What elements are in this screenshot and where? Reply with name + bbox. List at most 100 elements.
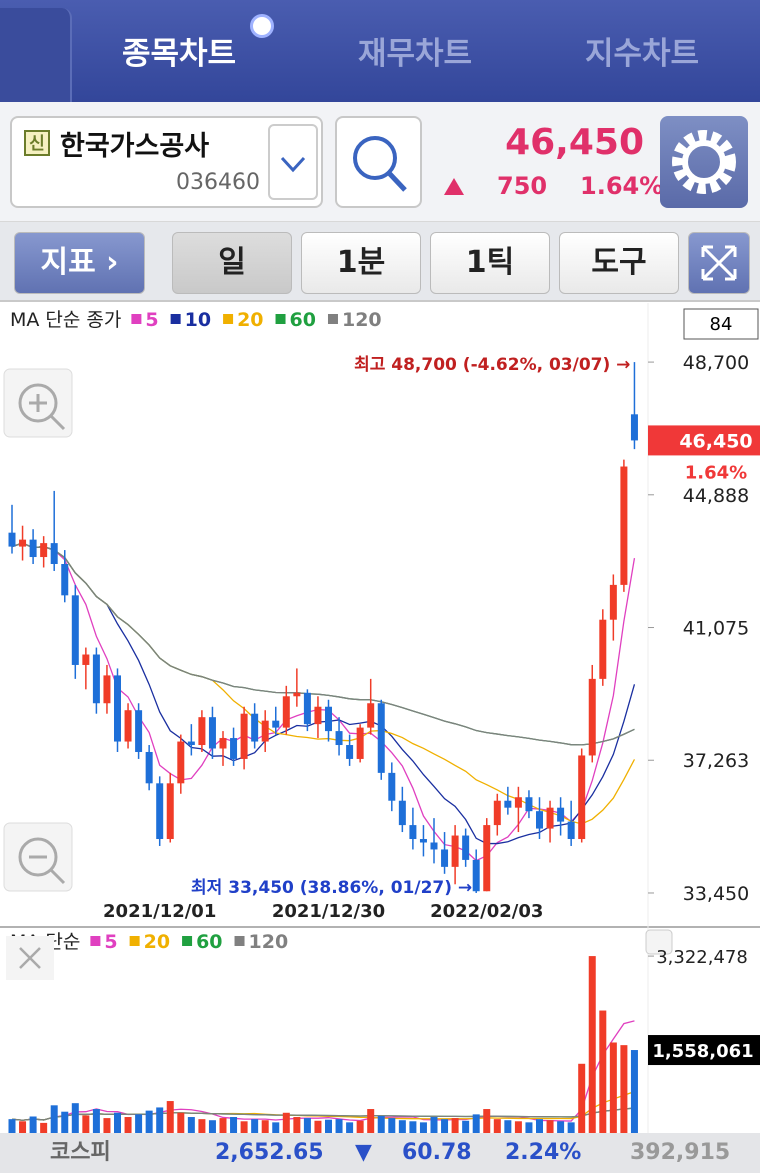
index-change-pct: 2.24% [505,1140,582,1165]
volume-bar [325,1119,332,1133]
scroll-button[interactable] [645,929,673,955]
candle-body [462,835,470,860]
legend-swatch [234,936,245,946]
candle-body [578,755,586,840]
volume-bar [293,1117,301,1133]
volume-bar [219,1118,227,1133]
candle-body [145,751,153,784]
period-button[interactable]: 일 [172,232,292,294]
candle-body [282,696,290,728]
volume-bar [272,1122,280,1133]
x-tick-label: 2021/12/30 [272,901,385,922]
volume-bar [240,1121,248,1133]
zoom-icon [18,837,58,877]
ma-line [11,542,636,845]
candle-body [525,797,533,812]
price: 46,450 [505,122,644,163]
candle-body [377,703,385,773]
legend-swatch [90,936,101,946]
indicator-button[interactable]: 지표 › [14,232,145,294]
stock-name: 한국가스공사 [60,131,210,162]
index-change: 60.78 [402,1140,472,1165]
volume-bar [335,1119,343,1133]
candle-body [61,564,69,596]
volume-bar [525,1122,533,1133]
legend-item: 10 [185,309,211,331]
y-tick-label: 41,075 [683,618,749,640]
candle-body [40,543,48,558]
volume-bar [377,1115,385,1133]
candle-body [261,720,269,742]
volume-bar [504,1120,512,1133]
tab[interactable]: 종목차트 [122,36,237,72]
candle-body [230,738,238,759]
candle-body [398,800,406,826]
y-tick-label: 33,450 [683,883,749,905]
index-name: 코스피 [50,1140,111,1165]
volume-bar [430,1117,438,1133]
tools-button[interactable]: 도구 [559,232,679,294]
legend-item: 5 [145,309,158,331]
volume-bar [346,1122,354,1133]
candle-body [303,692,311,725]
legend-item: 60 [290,309,316,331]
expand-icon [701,245,737,281]
volume-bar [230,1117,238,1133]
legend-swatch [131,314,142,324]
candle-body [409,825,417,840]
zoom-icon [29,855,66,885]
candle-body [219,738,227,749]
expand-button[interactable] [688,232,750,294]
dropdown[interactable] [268,124,318,200]
legend-item: 120 [342,309,382,331]
volume-bar [187,1117,195,1133]
y-tick-label: 44,888 [683,485,749,507]
candle-body [50,543,58,565]
candle-body [356,727,364,759]
volume-bar [50,1105,58,1133]
candle-body [187,741,195,746]
back-button[interactable] [0,8,72,102]
volume-bar [462,1120,470,1133]
volume-bar [578,1063,586,1133]
volume-bar [145,1110,153,1133]
y-tick-label: 37,263 [683,750,749,772]
search-button[interactable] [335,116,422,208]
candle-body [504,800,512,808]
legend-swatch [275,314,286,324]
settings-button[interactable] [660,116,748,208]
candle-body [208,717,216,749]
tab-bar: 종목차트 재무차트 지수차트 [0,0,760,102]
volume-bar [441,1119,449,1133]
tab[interactable]: 지수차트 [585,36,700,72]
candle-body [472,859,480,892]
candle-body [71,595,79,665]
volume-bar [135,1114,143,1133]
chevron [280,156,306,173]
badge-icon [250,14,274,38]
volume-bar [251,1119,259,1133]
volume-bar [261,1120,269,1133]
tick-button[interactable]: 1틱 [430,232,550,294]
volume-bar [314,1120,322,1133]
candle-body [103,675,111,704]
high-annotation: 최고 48,700 (-4.62%, 03/07) → [354,355,630,375]
candle-body [346,745,354,759]
legend-swatch [182,936,193,946]
volume-bar [8,1119,16,1133]
tab[interactable]: 재무차트 [358,36,473,72]
index-value: 2,652.65 [215,1140,324,1165]
candle-body [557,807,565,822]
index-volume: 392,915 [630,1140,731,1165]
volume-bar [630,1050,638,1133]
y-tick-label: 3,322,478 [656,947,748,968]
volume-bar [156,1107,164,1133]
stock-selector[interactable]: 신 한국가스공사 036460 [10,116,323,208]
volume-bar [124,1117,132,1133]
volume-bar [114,1112,121,1133]
candle-body [388,772,396,801]
candle-body [620,466,628,585]
volume-bar [609,1042,617,1133]
minute-button[interactable]: 1분 [301,232,421,294]
legend-swatch [129,936,140,946]
